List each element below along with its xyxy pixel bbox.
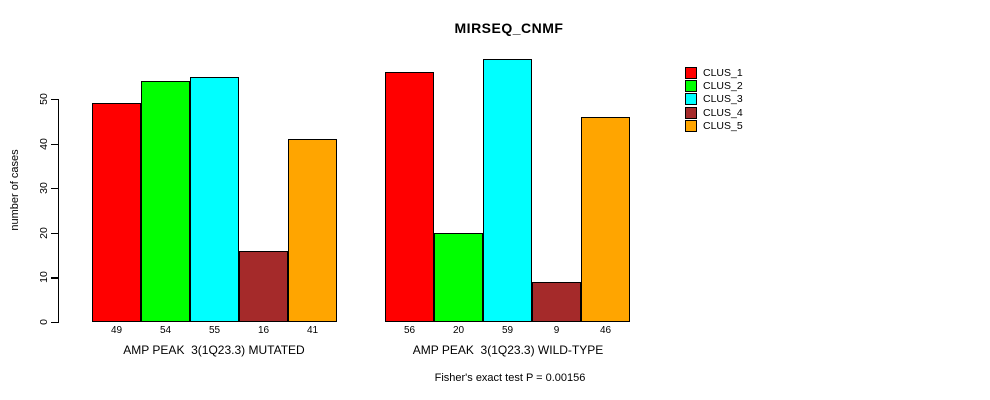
y-axis-line: [58, 99, 60, 323]
legend-swatch-clus_1: [685, 67, 697, 79]
y-axis-tick: [51, 232, 58, 234]
legend-swatch-clus_4: [685, 106, 697, 119]
bar-value-label: 16: [257, 325, 270, 336]
legend-swatch-clus_3: [685, 93, 697, 106]
bar-value-label: 56: [403, 325, 416, 336]
y-axis-tick: [51, 322, 58, 324]
bar-value-label: 9: [553, 325, 560, 336]
bar-clus_2-group2: [434, 232, 483, 322]
y-axis-tick: [51, 143, 58, 145]
legend-label-clus_1: CLUS_1: [703, 67, 743, 79]
bar-clus_3-group2: [483, 58, 532, 322]
y-axis-tick: [51, 277, 58, 279]
y-axis-tick: [51, 188, 58, 190]
y-axis-tick-label: 50: [38, 93, 50, 105]
bar-clus_2-group1: [141, 81, 190, 322]
bar-clus_4-group1: [239, 250, 288, 322]
y-axis-tick-label: 0: [38, 319, 50, 325]
group-label-wild-type: AMP PEAK 3(1Q23.3) WILD-TYPE: [412, 343, 604, 357]
y-axis-tick-label: 10: [38, 271, 50, 284]
bar-clus_1-group2: [385, 72, 434, 322]
group-label-mutated: AMP PEAK 3(1Q23.3) MUTATED: [123, 343, 305, 357]
bar-value-label: 20: [452, 325, 465, 336]
bar-clus_4-group2: [532, 281, 581, 322]
bar-clus_5-group1: [288, 139, 337, 322]
legend-swatch-clus_2: [685, 80, 697, 93]
legend-label-clus_3: CLUS_3: [703, 93, 743, 106]
legend-label-clus_4: CLUS_4: [703, 106, 743, 119]
y-axis-tick-label: 20: [38, 226, 50, 239]
y-axis-tick: [51, 99, 58, 101]
chart-title: MIRSEQ_CNMF: [454, 20, 564, 36]
bar-clus_5-group2: [581, 116, 630, 322]
bar-clus_1-group1: [92, 103, 141, 322]
bar-value-label: 46: [599, 325, 612, 336]
y-axis-label: number of cases: [9, 149, 21, 231]
legend-swatch-clus_5: [685, 119, 697, 132]
bar-value-label: 59: [501, 325, 514, 336]
bar-value-label: 41: [306, 325, 319, 336]
bar-clus_3-group1: [190, 76, 239, 322]
fisher-test-caption: Fisher's exact test P = 0.00156: [434, 372, 586, 384]
y-axis-tick-label: 40: [38, 137, 50, 150]
bar-value-label: 49: [110, 325, 123, 336]
y-axis-tick-label: 30: [38, 182, 50, 195]
legend-label-clus_2: CLUS_2: [703, 80, 743, 93]
bar-value-label: 55: [208, 325, 221, 336]
legend-label-clus_5: CLUS_5: [703, 119, 743, 132]
bar-value-label: 54: [159, 325, 172, 336]
